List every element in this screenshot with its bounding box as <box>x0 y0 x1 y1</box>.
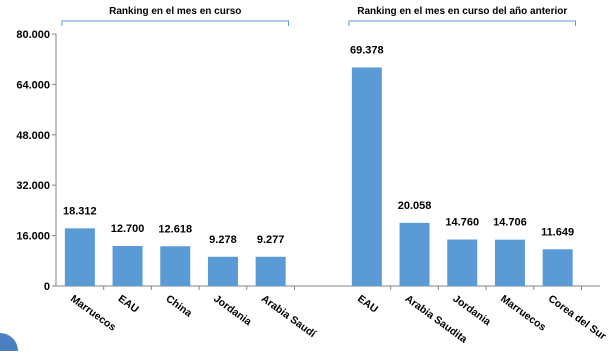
category-label: EAU <box>355 293 380 316</box>
bar <box>351 67 382 287</box>
bar <box>207 256 238 286</box>
y-tick-label: 0 <box>44 281 50 293</box>
bar <box>494 239 525 286</box>
group-title: Ranking en el mes en curso del año anter… <box>357 6 567 17</box>
bar <box>255 256 286 286</box>
category-label: Jordania <box>211 293 254 329</box>
y-tick-label: 16.000 <box>16 231 50 243</box>
group-bracket <box>348 20 576 26</box>
y-tick-label: 48.000 <box>16 130 50 142</box>
y-tick-label: 32.000 <box>16 180 50 192</box>
category-label: Corea del Sur <box>546 293 608 343</box>
bar <box>64 228 95 286</box>
category-label: Jordania <box>450 293 493 329</box>
group-bracket <box>61 20 289 26</box>
data-label: 12.700 <box>111 223 145 235</box>
data-label: 12.618 <box>158 223 192 235</box>
bar <box>112 245 143 286</box>
category-label: Marruecos <box>498 293 548 334</box>
category-label: EAU <box>116 293 141 316</box>
category-label: Arabia Saudí <box>259 293 319 341</box>
data-label: 14.706 <box>493 217 527 229</box>
category-label: Marruecos <box>68 293 118 334</box>
bar <box>542 249 573 286</box>
group-title: Ranking en el mes en curso <box>109 6 241 17</box>
bar <box>399 222 430 286</box>
y-tick-label: 64.000 <box>16 79 50 91</box>
category-label: China <box>163 293 194 320</box>
data-label: 20.058 <box>398 200 432 212</box>
data-label: 9.277 <box>257 234 285 246</box>
bar <box>447 239 478 286</box>
data-label: 11.649 <box>541 226 574 238</box>
data-label: 18.312 <box>63 205 97 217</box>
bar <box>160 246 191 286</box>
data-label: 69.378 <box>350 44 384 56</box>
y-tick-label: 80.000 <box>16 29 50 41</box>
data-label: 14.760 <box>445 217 479 229</box>
data-label: 9.278 <box>209 234 237 246</box>
